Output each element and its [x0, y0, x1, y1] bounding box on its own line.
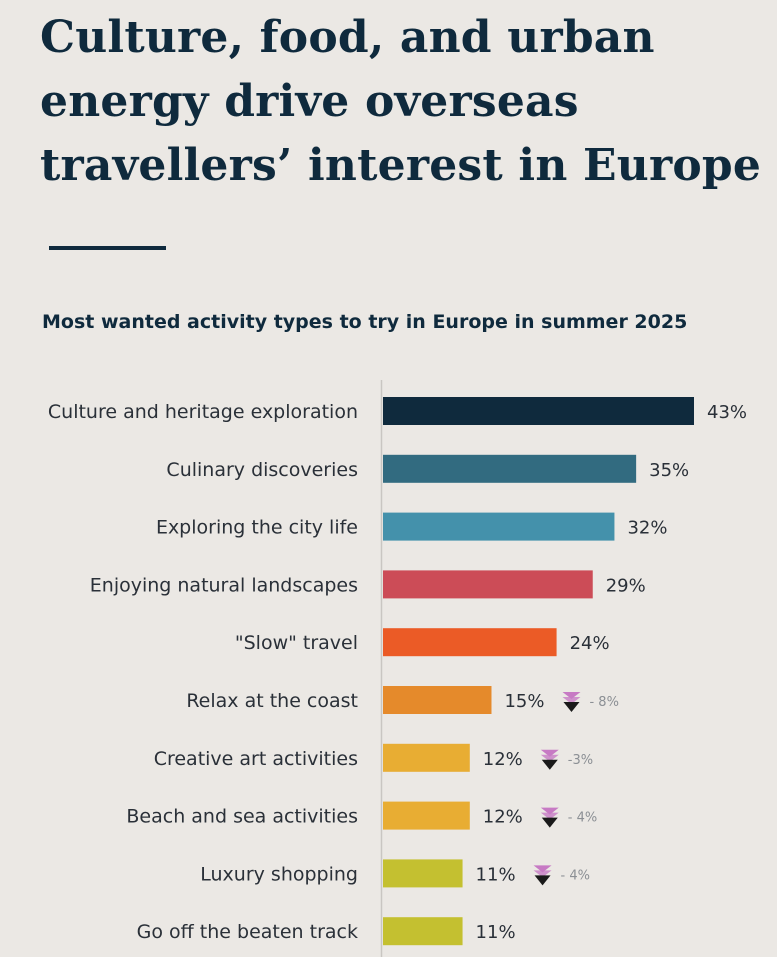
value-label: 11% [476, 864, 516, 885]
title-divider [49, 246, 166, 250]
value-label: 32% [627, 518, 667, 539]
category-label: Creative art activities [154, 748, 358, 770]
category-label: Beach and sea activities [126, 806, 358, 828]
value-label: 15% [504, 691, 544, 712]
value-label: 24% [570, 633, 610, 654]
value-label: 35% [649, 460, 689, 481]
category-label: Relax at the coast [186, 690, 358, 712]
bar [383, 397, 694, 425]
down-arrow-icon [540, 807, 559, 828]
change-label: - 8% [589, 695, 618, 710]
bar [383, 917, 463, 946]
change-label: - 4% [568, 811, 597, 826]
bar [383, 570, 593, 599]
value-label: 11% [476, 922, 516, 943]
down-arrow-icon [533, 865, 552, 886]
bar [383, 454, 637, 483]
down-arrow-icon [540, 749, 559, 770]
category-label: Luxury shopping [200, 863, 358, 885]
page-title: Culture, food, and urban energy drive ov… [40, 12, 762, 191]
value-label: 12% [483, 807, 523, 828]
bar [383, 743, 470, 772]
change-label: -3% [568, 753, 593, 768]
category-label: "Slow" travel [235, 632, 358, 654]
category-label: Go off the beaten track [137, 921, 358, 943]
value-label: 29% [606, 575, 646, 596]
bar-chart: Culture and heritage exploration 43% Culin… [48, 380, 747, 957]
category-label: Culinary discoveries [166, 459, 358, 481]
bar [383, 801, 470, 830]
bar [383, 628, 557, 657]
value-label: 43% [707, 402, 747, 423]
value-label: 12% [483, 749, 523, 770]
bar [383, 512, 615, 541]
bar [383, 686, 492, 714]
bar [383, 859, 463, 888]
category-label: Exploring the city life [156, 517, 358, 539]
down-arrow-icon [562, 692, 581, 712]
category-label: Enjoying natural landscapes [90, 574, 358, 596]
category-label: Culture and heritage exploration [48, 401, 358, 423]
change-label: - 4% [561, 868, 590, 883]
chart-subtitle: Most wanted activity types to try in Eur… [42, 311, 688, 333]
